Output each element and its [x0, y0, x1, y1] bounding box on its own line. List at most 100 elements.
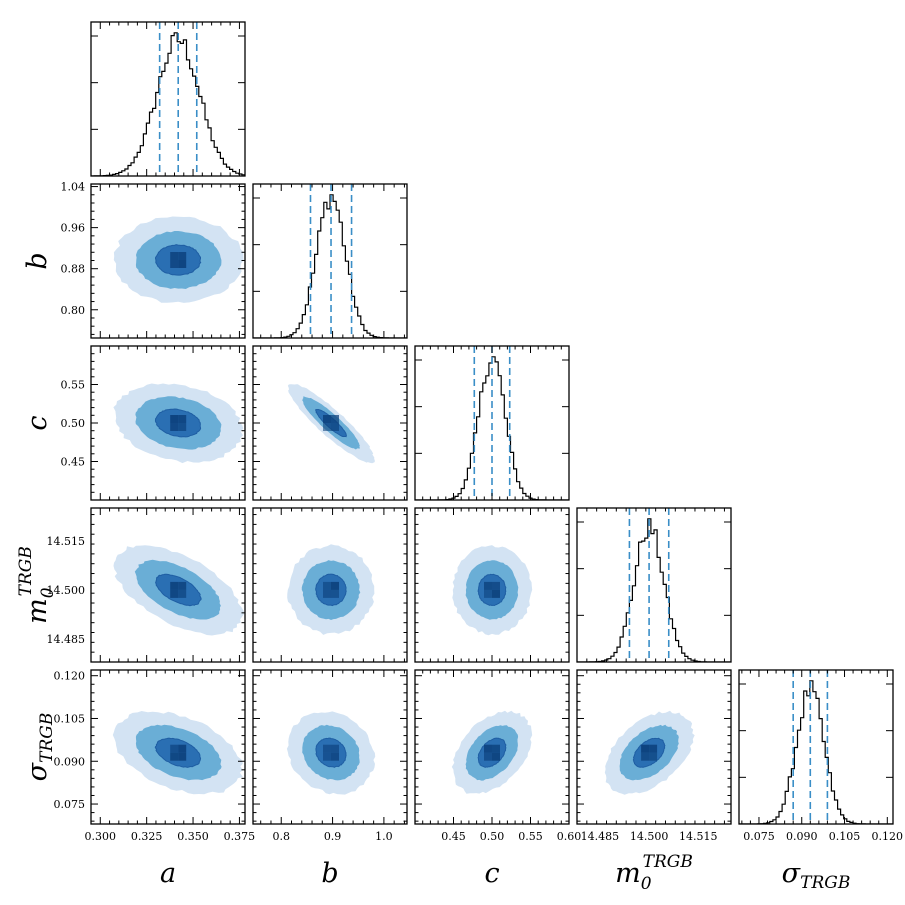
axes-frame: [576, 669, 732, 825]
histogram-m0: [577, 518, 731, 662]
y-tick-label: 14.515: [47, 535, 86, 548]
y-tick-label: 0.45: [61, 456, 86, 469]
density-core-cell: [484, 581, 492, 590]
density-core-cell: [492, 581, 500, 590]
x-axis-label-b: b: [321, 858, 338, 889]
y-tick-label: 0.075: [54, 798, 86, 811]
density-core-cell: [170, 581, 179, 590]
density-core-cell: [170, 423, 179, 431]
y-axis-label-b: b: [22, 252, 53, 269]
y-tick-label: 0.55: [61, 379, 86, 392]
density-core-cell: [178, 752, 187, 761]
x-tick-label: 0.45: [441, 830, 466, 843]
x-tick-label: 0.300: [85, 830, 117, 843]
density-core-cell: [178, 260, 187, 268]
y-tick-label: 0.50: [61, 417, 86, 430]
y-axis-label-c: c: [22, 415, 53, 430]
density-core-cell: [331, 752, 339, 761]
density-core-cell: [170, 589, 179, 598]
histogram-panel-a: [90, 21, 246, 177]
density-core-cell: [323, 581, 331, 590]
density-core-cell: [170, 252, 179, 260]
histogram-a: [91, 32, 245, 176]
density-core-cell: [492, 744, 500, 753]
contour-panel-a-m0: [90, 507, 246, 663]
axes-frame: [252, 669, 408, 825]
axes-frame: [90, 183, 246, 339]
x-tick-label: 14.500: [630, 830, 669, 843]
y-tick-label: 0.96: [61, 222, 86, 235]
contour-panel-c-sigma: [414, 669, 570, 825]
x-tick-label: 0.9: [324, 830, 342, 843]
density-core-cell: [178, 744, 187, 753]
x-tick-label: 0.375: [224, 830, 256, 843]
y-tick-label: 0.80: [61, 304, 86, 317]
y-tick-label: 0.120: [54, 670, 86, 683]
contour-panel-a-b: [90, 183, 246, 339]
density-core-cell: [492, 589, 500, 598]
y-tick-label: 14.485: [47, 633, 86, 646]
histogram-panel-b: [252, 183, 408, 339]
density-core-cell: [323, 744, 331, 753]
contour-panel-b-sigma: [252, 669, 408, 825]
contour-panel-m0-sigma: [576, 669, 732, 825]
density-core-cell: [323, 423, 331, 431]
density-core-cell: [331, 744, 339, 753]
contour-panel-c-m0: [414, 507, 570, 663]
y-tick-label: 1.04: [61, 181, 86, 194]
density-core-cell: [331, 589, 339, 598]
density-core-cell: [649, 752, 658, 761]
density-core-cell: [178, 415, 187, 423]
x-tick-label: 14.515: [679, 830, 718, 843]
density-core-cell: [178, 423, 187, 431]
density-core-cell: [323, 415, 331, 423]
y-tick-label: 0.090: [54, 755, 86, 768]
contour-panel-a-c: [90, 345, 246, 501]
density-core-cell: [641, 752, 650, 761]
density-core-cell: [178, 589, 187, 598]
density-core-cell: [178, 581, 187, 590]
x-axis-label-c: c: [484, 858, 499, 889]
axes-frame: [90, 669, 246, 825]
density-core-cell: [170, 260, 179, 268]
axes-frame: [90, 507, 246, 663]
x-tick-label: 0.090: [786, 830, 818, 843]
histogram-panel-c: [414, 345, 570, 501]
density-core-cell: [649, 744, 658, 753]
density-core-cell: [641, 744, 650, 753]
density-core-cell: [170, 415, 179, 423]
x-tick-label: 0.55: [518, 830, 543, 843]
x-tick-label: 1.0: [375, 830, 393, 843]
y-axis-label-sigma: σTRGB: [22, 713, 57, 782]
x-tick-label: 0.075: [743, 830, 775, 843]
axes-frame: [576, 507, 732, 663]
axes-frame: [252, 183, 408, 339]
density-core-cell: [178, 252, 187, 260]
density-core-cell: [484, 744, 492, 753]
density-core-cell: [323, 752, 331, 761]
y-tick-label: 14.500: [47, 584, 86, 597]
contour-panel-b-m0: [252, 507, 408, 663]
density-core-cell: [331, 423, 339, 431]
x-tick-label: 0.350: [177, 830, 209, 843]
x-tick-label: 0.120: [872, 830, 904, 843]
contour-panel-a-sigma: [90, 669, 246, 825]
x-tick-label: 0.105: [829, 830, 861, 843]
density-core-cell: [331, 415, 339, 423]
contour-panel-b-c: [252, 345, 408, 501]
axes-frame: [738, 669, 894, 825]
y-tick-label: 0.88: [61, 263, 86, 276]
histogram-panel-sigma: [738, 669, 894, 825]
density-core-cell: [484, 589, 492, 598]
axes-frame: [90, 21, 246, 177]
x-axis-label-m0: m0TRGB: [615, 852, 693, 894]
density-core-cell: [492, 752, 500, 761]
density-core-cell: [331, 581, 339, 590]
x-axis-label-sigma: σTRGB: [782, 858, 851, 893]
x-tick-label: 0.60: [557, 830, 582, 843]
x-tick-label: 0.50: [480, 830, 505, 843]
histogram-b: [253, 194, 407, 338]
density-core-cell: [484, 752, 492, 761]
